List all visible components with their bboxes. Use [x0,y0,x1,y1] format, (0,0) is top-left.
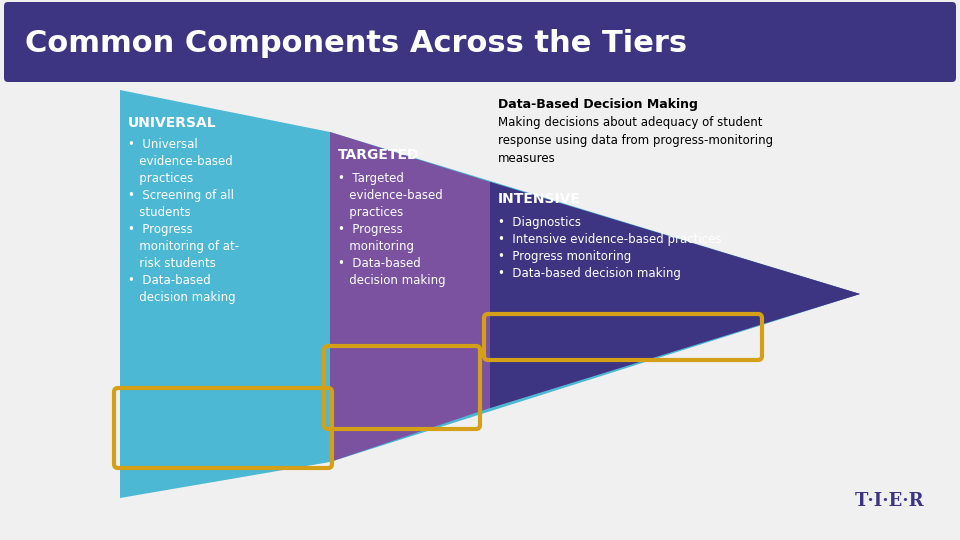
Text: INTENSIVE: INTENSIVE [498,192,581,206]
Text: •  Targeted
   evidence-based
   practices
•  Progress
   monitoring
•  Data-bas: • Targeted evidence-based practices • Pr… [338,172,445,287]
Polygon shape [120,90,860,498]
Text: Data-Based Decision Making: Data-Based Decision Making [498,98,698,111]
Text: TARGETED: TARGETED [338,148,420,162]
Text: UNIVERSAL: UNIVERSAL [128,116,217,130]
Polygon shape [330,132,860,462]
Text: •  Diagnostics
•  Intensive evidence-based practices
•  Progress monitoring
•  D: • Diagnostics • Intensive evidence-based… [498,216,722,280]
Polygon shape [490,182,860,408]
Text: Making decisions about adequacy of student
response using data from progress-mon: Making decisions about adequacy of stude… [498,116,773,165]
Text: •  Universal
   evidence-based
   practices
•  Screening of all
   students
•  P: • Universal evidence-based practices • S… [128,138,239,304]
FancyBboxPatch shape [4,2,956,82]
Text: Common Components Across the Tiers: Common Components Across the Tiers [25,30,687,58]
Text: T·I·E·R: T·I·E·R [855,492,924,510]
